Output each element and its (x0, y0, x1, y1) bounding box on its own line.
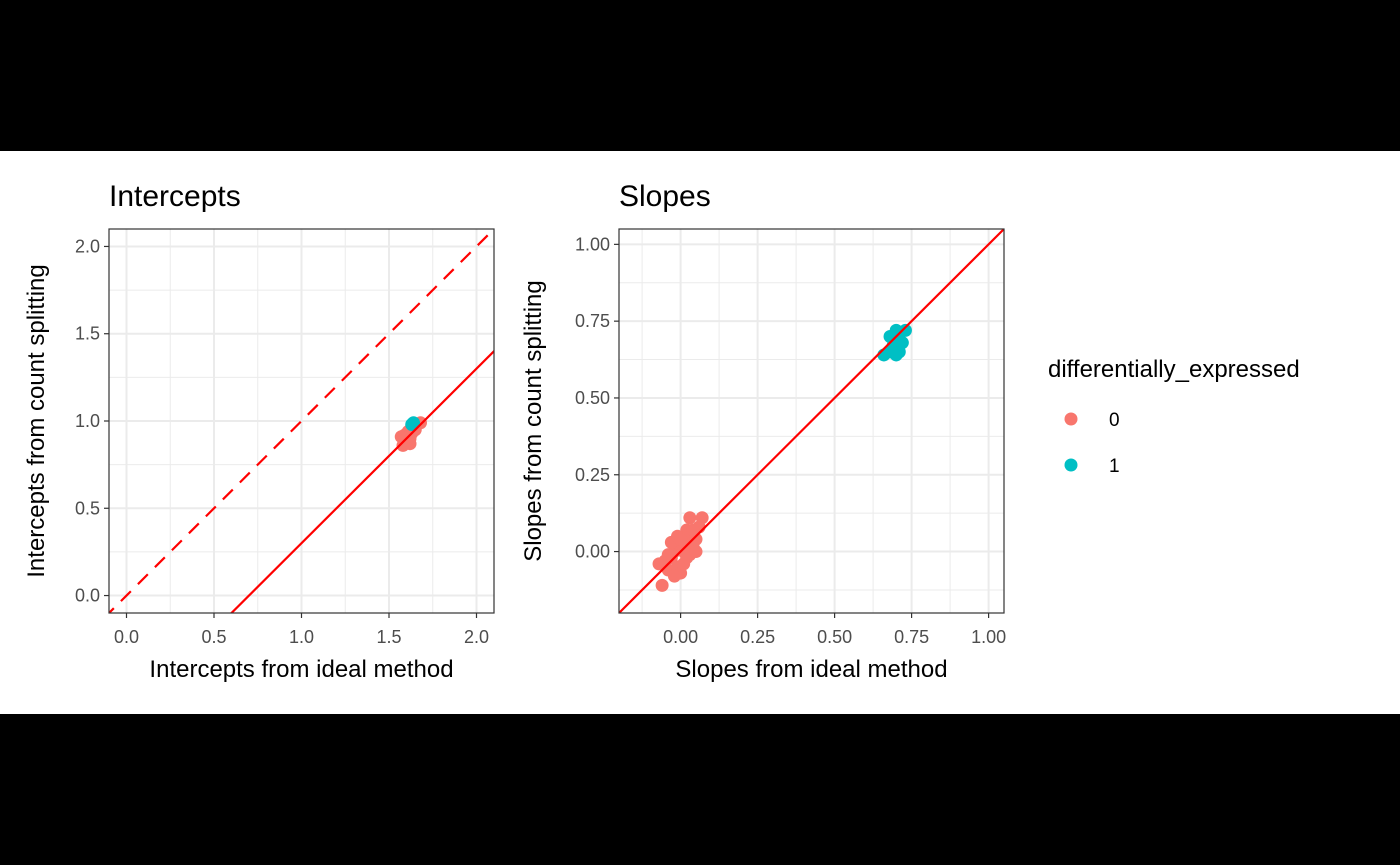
panel-intercepts: 0.0 0.5 1.0 1.5 2.0 0.0 0.5 1.0 1.5 2.0 Intercepts… (23, 180, 495, 683)
points (652, 323, 912, 592)
data-point (695, 511, 709, 525)
y-tick-label: 1.00 (575, 234, 610, 254)
panel-title: Slopes (619, 180, 711, 213)
x-tick-label: 1.00 (971, 627, 1006, 647)
legend-key-icon (1064, 458, 1078, 472)
legend-title: differentially_expressed (1048, 356, 1300, 383)
data-point (407, 416, 420, 430)
data-point (680, 551, 694, 565)
legend-key-icon (1064, 412, 1078, 426)
x-tick-label: 2.0 (464, 627, 489, 647)
data-point (895, 336, 909, 350)
data-point (655, 578, 669, 592)
figure: 0.0 0.5 1.0 1.5 2.0 0.0 0.5 1.0 1.5 2.0 Intercepts… (0, 151, 1400, 714)
x-tick-label: 0.5 (201, 627, 226, 647)
y-tick-label: 0.75 (575, 311, 610, 331)
x-tick-label: 1.5 (376, 627, 401, 647)
data-point (898, 323, 912, 337)
x-tick-label: 0.75 (894, 627, 929, 647)
gridlines (109, 229, 494, 613)
plot-canvas: 0.0 0.5 1.0 1.5 2.0 0.0 0.5 1.0 1.5 2.0 Intercepts… (23, 180, 1300, 683)
y-axis-label: Intercepts from count splitting (23, 264, 50, 577)
data-point (667, 569, 681, 583)
panel-border (618, 228, 1005, 614)
x-tick-label: 0.0 (114, 627, 139, 647)
dashed-reference-line (109, 229, 494, 613)
legend: differentially_expressed 0 1 (1048, 356, 1300, 477)
y-tick-label: 0.0 (75, 586, 100, 606)
solid-reference-line (619, 229, 1004, 613)
data-point (674, 532, 688, 546)
x-axis-label: Intercepts from ideal method (149, 656, 453, 683)
y-tick-label: 1.5 (75, 324, 100, 344)
y-tick-label: 1.0 (75, 411, 100, 431)
y-tick-label: 0.25 (575, 465, 610, 485)
data-point (889, 323, 903, 337)
reference-lines (619, 229, 1004, 613)
reference-lines (109, 229, 494, 613)
y-tick-label: 2.0 (75, 236, 100, 256)
y-tick-label: 0.5 (75, 498, 100, 518)
data-point (689, 545, 703, 559)
data-point (661, 548, 675, 562)
legend-label: 1 (1109, 456, 1120, 477)
panel-slopes: 0.00 0.25 0.50 0.75 1.00 0.00 0.25 0.50 0.75 1.00… (520, 180, 1006, 683)
data-point (686, 523, 700, 537)
y-tick-label: 0.50 (575, 388, 610, 408)
solid-reference-line (229, 349, 494, 613)
y-axis-label: Slopes from count splitting (520, 280, 547, 561)
legend-label: 0 (1109, 410, 1120, 431)
x-tick-label: 0.50 (817, 627, 852, 647)
x-tick-label: 0.00 (663, 627, 698, 647)
x-tick-label: 0.25 (740, 627, 775, 647)
y-tick-label: 0.00 (575, 542, 610, 562)
x-axis-label: Slopes from ideal method (675, 656, 947, 683)
panel-title: Intercepts (109, 180, 241, 213)
data-point (683, 511, 697, 525)
x-tick-label: 1.0 (289, 627, 314, 647)
